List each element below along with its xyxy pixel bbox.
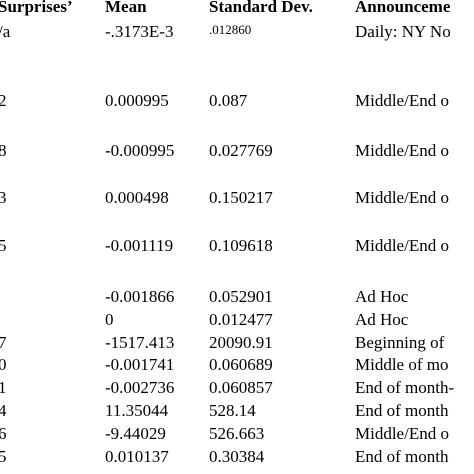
- cell-announcement: Ad Hoc: [355, 310, 409, 329]
- cell-mean: 0.010137: [105, 447, 169, 466]
- cell-mean: -0.000995: [105, 141, 175, 160]
- cell-surprises: 8: [0, 141, 7, 160]
- cell-standard-dev: 0.060689: [209, 355, 273, 374]
- cell-announcement: End of month: [355, 401, 449, 420]
- cell-surprises: 7: [0, 333, 7, 352]
- cell-standard-dev: 0.012477: [209, 310, 273, 329]
- cell-standard-dev: 0.30384: [209, 447, 265, 466]
- cell-announcement: End of month-: [355, 378, 455, 397]
- cell-standard-dev: 528.14: [209, 401, 256, 420]
- cell-surprises: 2: [0, 91, 7, 110]
- cell-standard-dev: 0.109618: [209, 236, 273, 255]
- cell-announcement: Middle of mo: [355, 355, 449, 374]
- cell-mean: -1517.413: [105, 333, 175, 352]
- cell-mean: -0.002736: [105, 378, 175, 397]
- cell-surprises: 5: [0, 447, 7, 466]
- header-surprises: Surprises’: [0, 0, 73, 16]
- cell-standard-dev: 526.663: [209, 424, 265, 443]
- header-standard-dev: Standard Dev.: [209, 0, 313, 16]
- cell-announcement: Middle/End o: [355, 236, 449, 255]
- cell-surprises: 5: [0, 236, 7, 255]
- cell-announcement: Beginning of: [355, 333, 445, 352]
- cell-mean: -9.44029: [105, 424, 166, 443]
- cell-mean: -0.001741: [105, 355, 175, 374]
- cell-announcement: Middle/End o: [355, 141, 449, 160]
- cell-surprises: 4: [0, 401, 7, 420]
- cell-announcement: Middle/End o: [355, 188, 449, 207]
- cell-mean: -0.001866: [105, 287, 175, 306]
- cell-mean: 0.000498: [105, 188, 169, 207]
- cell-standard-dev: 0.087: [209, 91, 248, 110]
- cell-mean: -0.001119: [105, 236, 174, 255]
- cell-announcement: Middle/End o: [355, 91, 449, 110]
- cell-surprises: 1: [0, 378, 7, 397]
- cell-standard-dev: 0.150217: [209, 188, 273, 207]
- cell-announcement: Ad Hoc: [355, 287, 409, 306]
- cell-standard-dev: 0.027769: [209, 141, 273, 160]
- cell-standard-dev: 0.060857: [209, 378, 273, 397]
- cell-mean: 0.000995: [105, 91, 169, 110]
- cell-standard-dev: 20090.91: [209, 333, 273, 352]
- cell-surprises: 6: [0, 424, 7, 443]
- cell-standard-dev: .012860: [209, 22, 252, 37]
- cell-mean: 11.35044: [105, 401, 169, 420]
- cell-surprises: /a: [0, 22, 11, 41]
- cell-mean: 0: [105, 310, 114, 329]
- cell-surprises: 0: [0, 355, 7, 374]
- cell-announcement: End of month: [355, 447, 449, 466]
- cell-announcement: Middle/End o: [355, 424, 449, 443]
- cell-mean: -.3173E-3: [105, 22, 174, 41]
- cell-surprises: 3: [0, 188, 7, 207]
- cell-standard-dev: 0.052901: [209, 287, 273, 306]
- cell-announcement: Daily: NY No: [355, 22, 451, 41]
- header-announcement: Announceme: [355, 0, 451, 16]
- header-mean: Mean: [105, 0, 147, 16]
